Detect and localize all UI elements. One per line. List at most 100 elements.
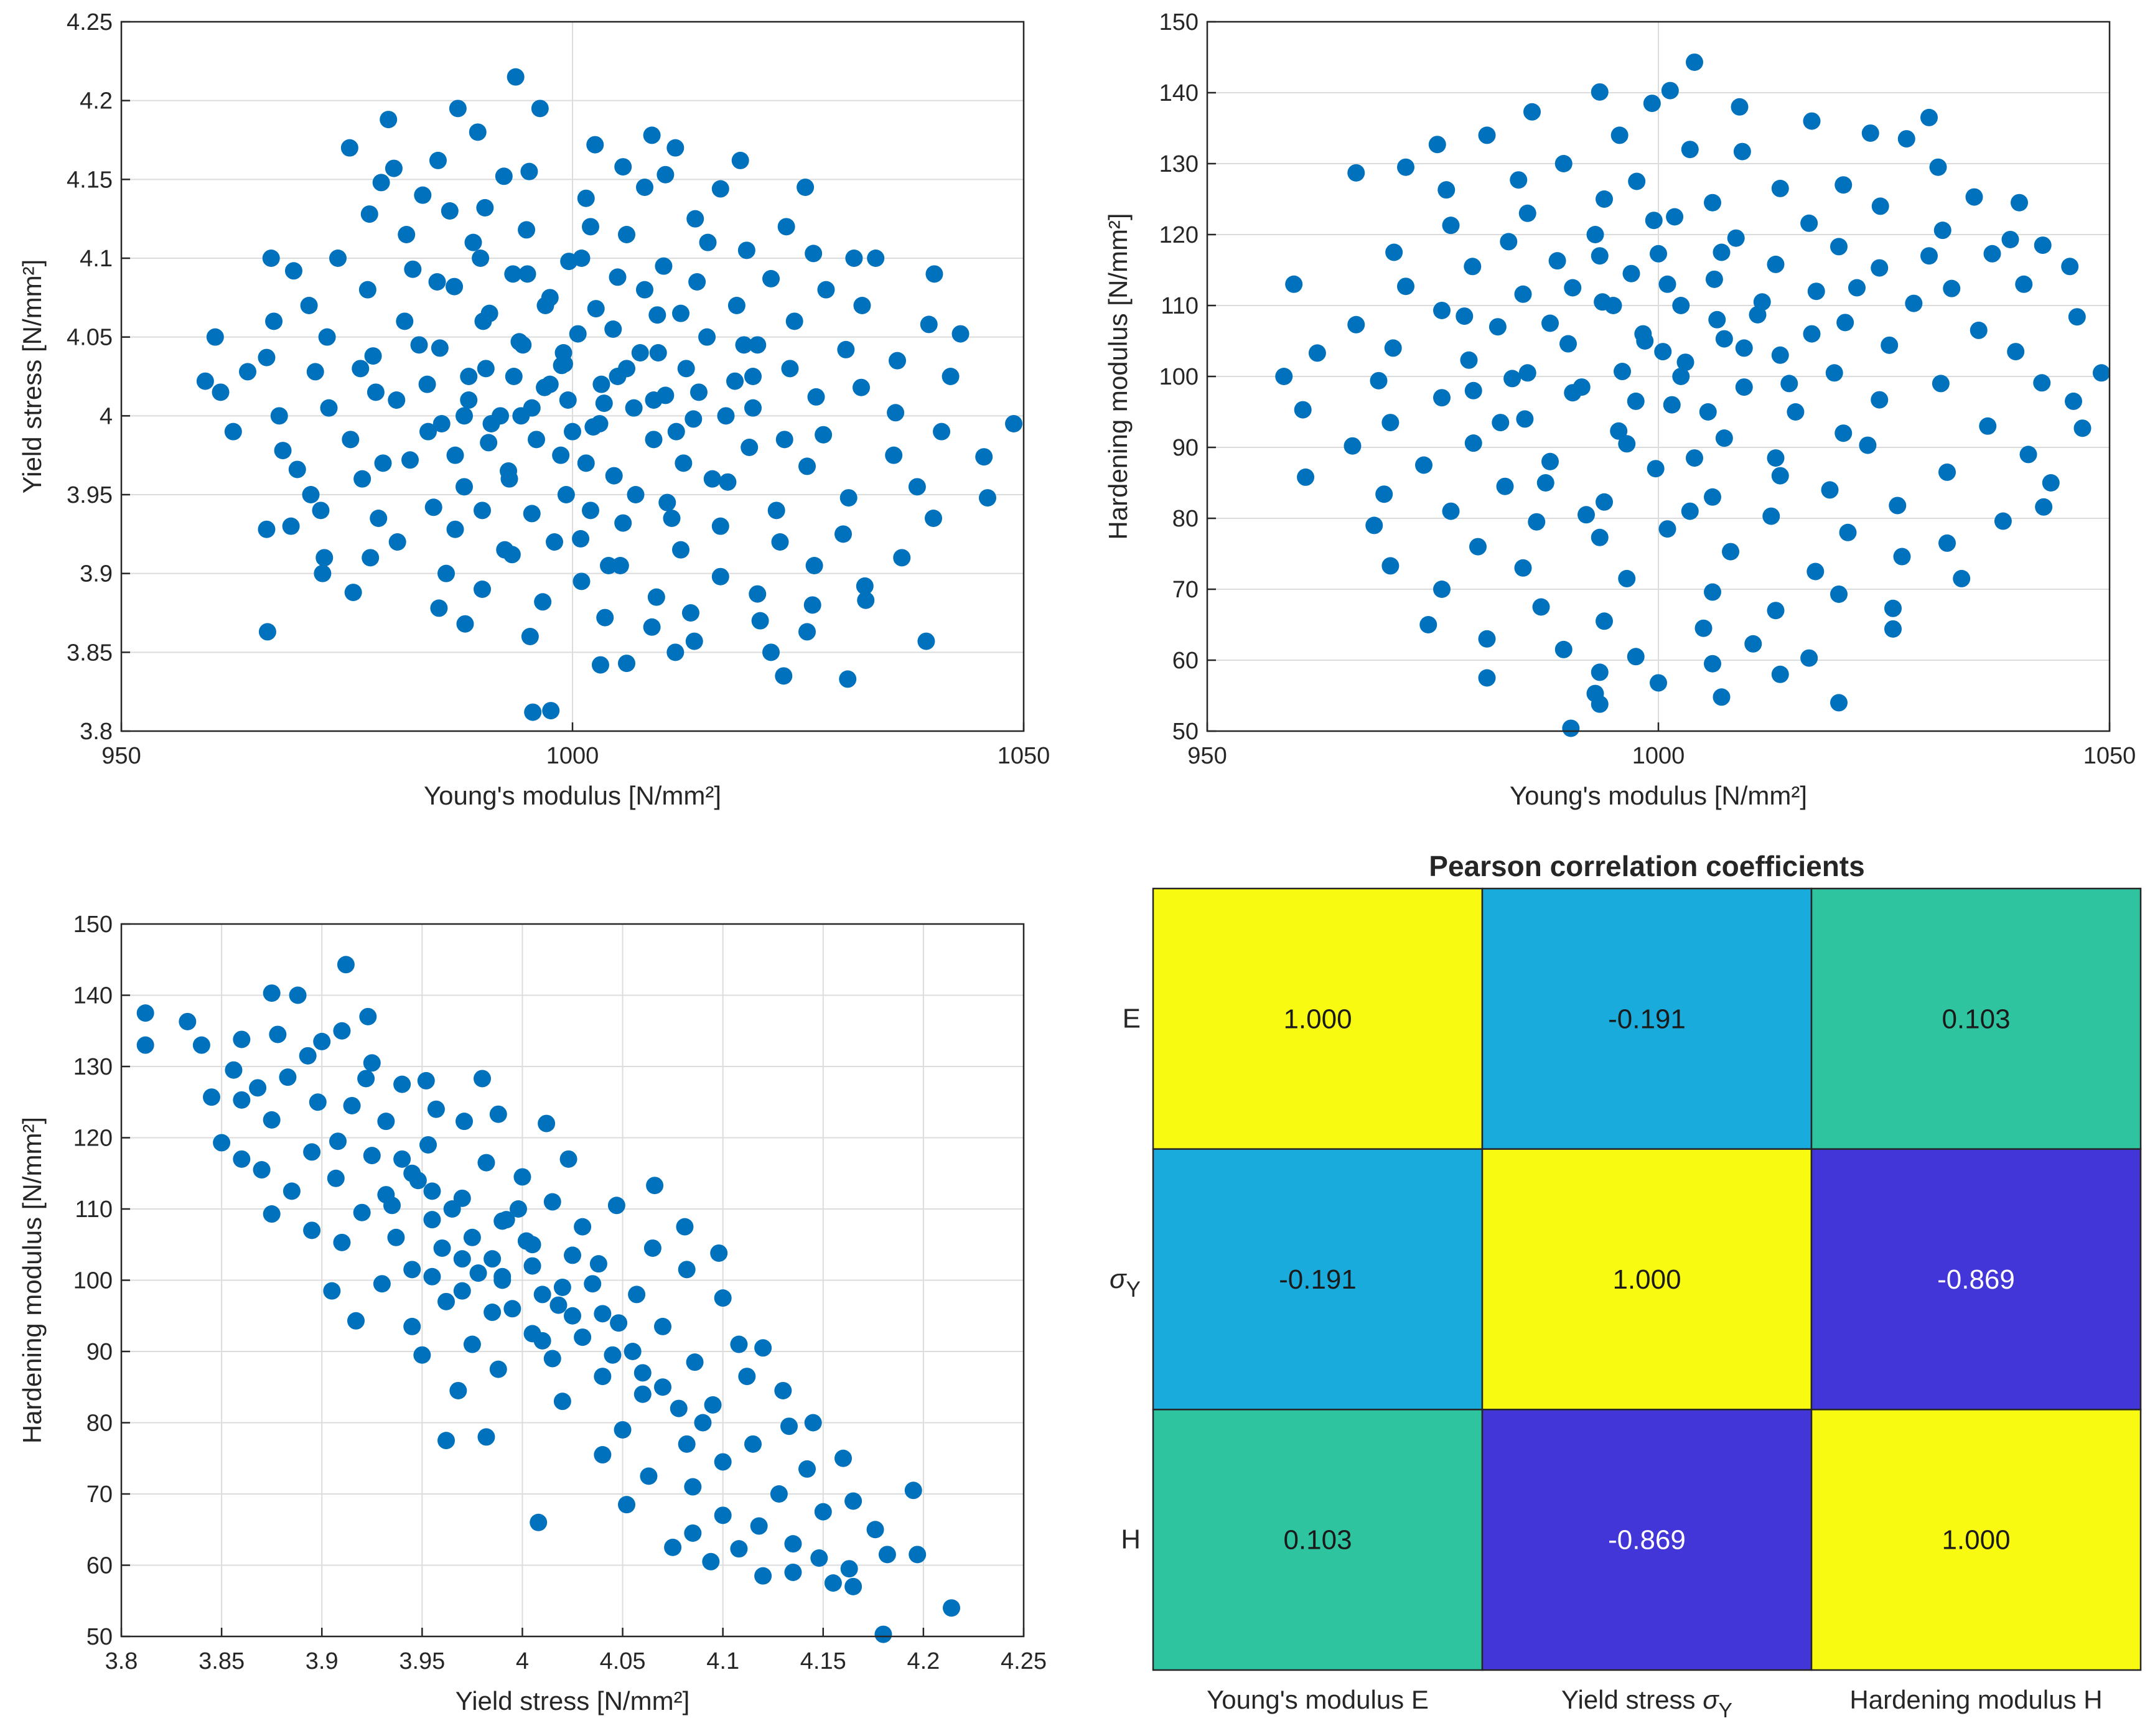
x-tick-label: 1000 [1632, 743, 1685, 769]
heatmap-row-label: H [1121, 1524, 1141, 1555]
data-point [1803, 325, 1821, 343]
data-point [737, 241, 755, 259]
data-point [1676, 353, 1694, 371]
data-point [270, 407, 288, 425]
data-point [309, 1093, 327, 1111]
data-point [1627, 648, 1645, 666]
data-point [377, 1113, 395, 1131]
data-point [1835, 424, 1853, 442]
data-point [596, 609, 614, 627]
y-tick-label: 130 [73, 1054, 113, 1080]
data-point [1627, 392, 1645, 410]
data-point [609, 268, 627, 286]
data-point [684, 1524, 702, 1542]
data-point [300, 297, 318, 314]
data-point [1591, 663, 1609, 681]
data-point [1994, 512, 2012, 530]
x-tick-label: 1000 [546, 743, 599, 769]
data-point [1715, 429, 1733, 447]
data-point [814, 1503, 832, 1521]
y-tick-label: 4.2 [80, 88, 113, 114]
data-point [735, 336, 753, 354]
data-point [942, 368, 960, 385]
data-point [1536, 474, 1554, 492]
data-point [1294, 401, 1312, 419]
y-tick-label: 90 [86, 1339, 113, 1365]
data-points [1275, 53, 2110, 737]
data-point [443, 1200, 461, 1218]
y-tick-label: 70 [86, 1482, 113, 1508]
data-point [1771, 346, 1789, 364]
data-point [1731, 98, 1749, 116]
data-point [640, 1467, 658, 1485]
data-point [564, 1246, 581, 1264]
data-point [1523, 103, 1541, 121]
heatmap-cell [1152, 1148, 1484, 1411]
data-point [542, 702, 560, 720]
data-point [975, 448, 993, 466]
data-point [1713, 688, 1731, 706]
data-point [299, 1047, 317, 1065]
data-point [780, 1417, 798, 1435]
data-point [1800, 649, 1818, 667]
scatter-chart-3: 3.8 3.85 3.9 3.95 4 4.05 4.1 4.15 4.2 4.25 50 60 70 8… [17, 912, 1047, 1715]
data-point [559, 391, 577, 409]
y-tick-label: 120 [73, 1126, 113, 1152]
data-point [500, 470, 518, 488]
data-point [533, 1332, 551, 1350]
data-point [767, 502, 785, 520]
data-point [726, 372, 744, 390]
data-point [456, 407, 473, 425]
data-point [1705, 270, 1723, 288]
data-point [1514, 559, 1532, 577]
y-tick-label: 4.25 [67, 9, 113, 35]
data-point [1897, 130, 1915, 148]
y-tick-label: 120 [1159, 222, 1199, 248]
data-point [618, 655, 635, 673]
data-point [703, 470, 721, 488]
data-point [1573, 378, 1591, 396]
y-tick-label: 130 [1159, 151, 1199, 177]
data-point [1694, 619, 1713, 637]
data-point [754, 1339, 772, 1357]
data-point [663, 510, 681, 527]
data-point [554, 344, 573, 362]
data-point [1577, 506, 1595, 524]
data-point [657, 166, 675, 184]
data-point [513, 1168, 531, 1186]
data-point [504, 265, 522, 283]
data-point [213, 1134, 231, 1152]
data-point [446, 446, 464, 464]
data-point [592, 375, 610, 393]
data-point [282, 517, 300, 535]
data-point [179, 1012, 197, 1030]
data-point [206, 328, 224, 346]
data-point [1548, 252, 1566, 270]
data-point [549, 1296, 568, 1314]
heatmap-cell [1810, 1148, 2142, 1411]
data-point [1596, 493, 1613, 511]
data-point [1469, 538, 1487, 556]
data-point [670, 1399, 688, 1417]
data-point [1464, 434, 1482, 452]
data-point [1604, 297, 1622, 314]
data-point [1658, 275, 1676, 293]
data-point [414, 186, 432, 204]
data-point [514, 336, 532, 354]
data-point [531, 100, 549, 118]
data-point [1514, 285, 1532, 303]
data-point [1397, 278, 1414, 296]
data-point [367, 383, 385, 401]
y-tick-label: 110 [1161, 293, 1199, 319]
data-point [1871, 197, 1889, 215]
data-point [1591, 247, 1609, 265]
data-point [1647, 460, 1665, 478]
data-point [710, 1244, 728, 1262]
data-point [192, 1036, 210, 1054]
data-point [2011, 194, 2028, 212]
data-point [472, 250, 490, 267]
heatmap-cell-value: 1.000 [1283, 1004, 1352, 1034]
data-point [320, 399, 338, 417]
data-point [1970, 321, 1988, 339]
data-point [353, 470, 372, 488]
